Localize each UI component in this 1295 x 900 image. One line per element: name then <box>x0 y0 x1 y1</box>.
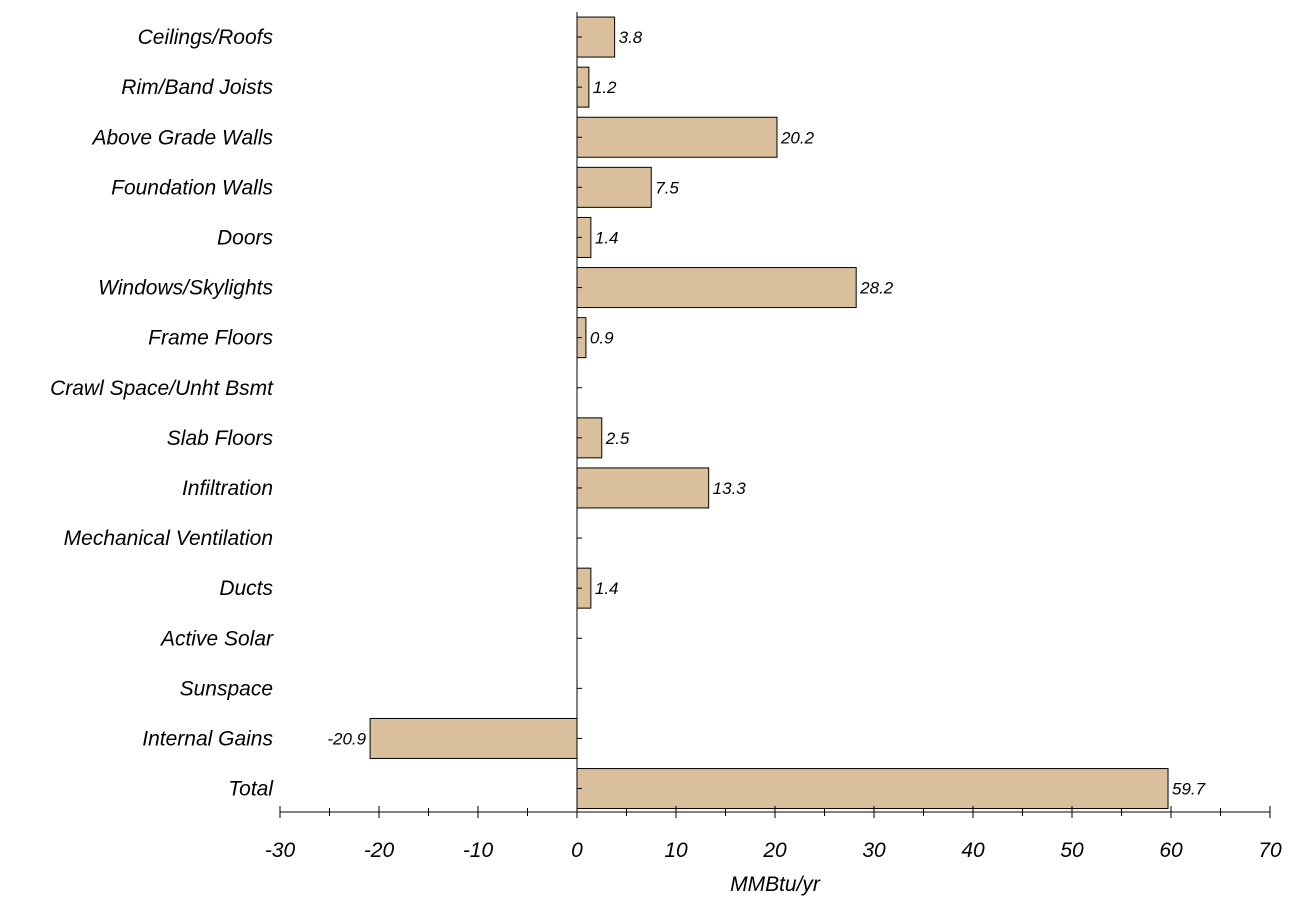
category-label: Infiltration <box>182 477 273 500</box>
x-axis: -30 -20 -10 0 10 20 30 40 50 60 70 <box>265 806 1282 862</box>
bar <box>576 16 616 58</box>
x-tick-label: 10 <box>664 839 688 862</box>
bar <box>369 717 578 759</box>
value-label: 13.3 <box>713 479 747 498</box>
x-tick-label: -30 <box>265 839 296 862</box>
value-labels: 3.8 1.2 20.2 7.5 1.4 28.2 0.9 2.5 13.3 1.4 -20.9 59… <box>327 28 1206 799</box>
x-tick-label: -10 <box>463 839 494 862</box>
value-label: 1.4 <box>595 228 619 247</box>
value-label: 59.7 <box>1172 780 1206 799</box>
x-tick-label: 30 <box>862 839 886 862</box>
category-label: Frame Floors <box>148 327 273 350</box>
category-label: Ducts <box>219 577 273 600</box>
x-axis-title: MMBtu/yr <box>730 873 821 896</box>
bar <box>576 166 652 208</box>
category-label: Internal Gains <box>142 727 273 750</box>
value-label: 7.5 <box>655 178 679 197</box>
bar <box>576 267 857 309</box>
category-label: Above Grade Walls <box>90 126 273 149</box>
value-label: -20.9 <box>327 729 366 748</box>
x-tick-label: 0 <box>571 839 583 862</box>
value-label: 2.5 <box>605 429 630 448</box>
x-tick-label: 50 <box>1060 839 1084 862</box>
category-label: Active Solar <box>159 627 274 650</box>
value-label: 20.2 <box>780 128 815 147</box>
category-label: Total <box>228 778 274 801</box>
x-tick-label: 40 <box>961 839 985 862</box>
category-label: Doors <box>217 226 274 249</box>
category-labels: Ceilings/Roofs Rim/Band Joists Above Grade… <box>50 26 274 801</box>
category-label: Windows/Skylights <box>98 277 273 300</box>
value-label: 0.9 <box>590 329 614 348</box>
x-tick-label: 60 <box>1159 839 1183 862</box>
category-label: Slab Floors <box>167 427 274 450</box>
bar <box>576 116 778 158</box>
category-label: Sunspace <box>180 677 273 700</box>
category-label: Crawl Space/Unht Bsmt <box>50 377 274 400</box>
value-label: 28.2 <box>859 279 894 298</box>
bar <box>576 467 710 509</box>
category-label: Foundation Walls <box>111 176 273 199</box>
category-label: Ceilings/Roofs <box>138 26 274 49</box>
category-label: Rim/Band Joists <box>121 76 273 99</box>
y-axis <box>576 12 582 812</box>
x-tick-label: 70 <box>1258 839 1282 862</box>
bars-group <box>369 16 1169 810</box>
x-tick-label: -20 <box>364 839 395 862</box>
value-label: 3.8 <box>619 28 643 47</box>
x-tick-label: 20 <box>762 839 787 862</box>
value-label: 1.2 <box>593 78 617 97</box>
category-label: Mechanical Ventilation <box>64 527 273 550</box>
bar <box>576 768 1169 810</box>
value-label: 1.4 <box>595 579 619 598</box>
